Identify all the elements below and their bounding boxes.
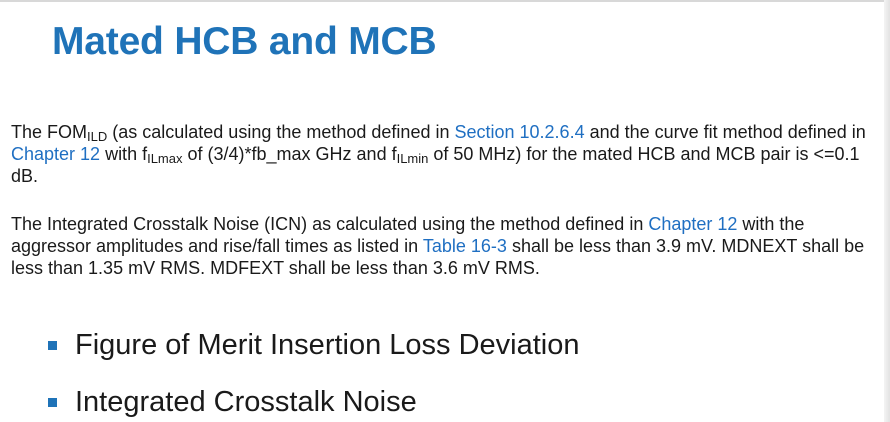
bullet-text: Figure of Merit Insertion Loss Deviation: [75, 329, 580, 362]
fom-text-4: with f: [100, 144, 147, 164]
fom-text: The FOM: [11, 122, 87, 142]
fom-ild-paragraph: The FOMILD (as calculated using the meth…: [11, 121, 881, 187]
fom-text-3: and the curve fit method defined in: [585, 122, 866, 142]
bullet-text: Integrated Crosstalk Noise: [75, 386, 417, 419]
bullet-item-fom: Figure of Merit Insertion Loss Deviation: [48, 329, 580, 362]
ild-subscript: ILD: [87, 129, 107, 144]
icn-paragraph: The Integrated Crosstalk Noise (ICN) as …: [11, 213, 881, 279]
bullet-item-icn: Integrated Crosstalk Noise: [48, 386, 417, 419]
chapter-12-link[interactable]: Chapter 12: [11, 144, 100, 164]
table-16-3-link[interactable]: Table 16-3: [423, 236, 507, 256]
chapter-12-link-2[interactable]: Chapter 12: [648, 214, 737, 234]
icn-text: The Integrated Crosstalk Noise (ICN) as …: [11, 214, 648, 234]
ilmin-subscript: ILmin: [397, 151, 429, 166]
fom-text-5: of (3/4)*fb_max GHz and f: [182, 144, 396, 164]
square-bullet-icon: [48, 398, 57, 407]
section-10-2-6-4-link[interactable]: Section 10.2.6.4: [454, 122, 584, 142]
fom-text-2: (as calculated using the method defined …: [107, 122, 454, 142]
top-edge: [0, 0, 890, 2]
square-bullet-icon: [48, 341, 57, 350]
slide-title: Mated HCB and MCB: [52, 20, 436, 64]
ilmax-subscript: ILmax: [147, 151, 182, 166]
right-edge: [884, 0, 890, 422]
